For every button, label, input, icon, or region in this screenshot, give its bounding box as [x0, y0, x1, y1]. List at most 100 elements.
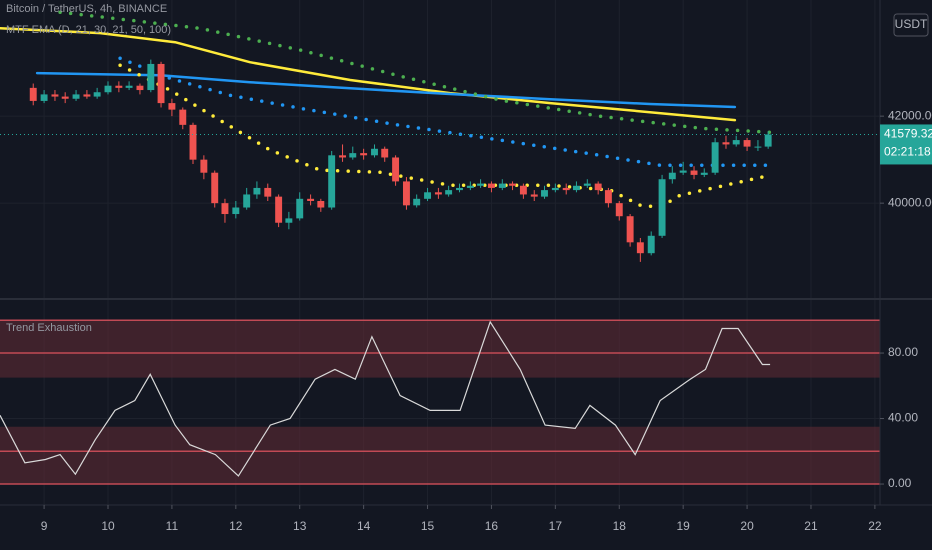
candle-body	[604, 190, 612, 204]
candle-body	[392, 157, 400, 182]
candle-body	[764, 134, 772, 147]
currency-label[interactable]: USDT	[895, 17, 928, 31]
candle-body	[732, 140, 740, 145]
candle-body	[104, 85, 112, 93]
candle-body	[168, 103, 176, 110]
x-tick-label: 10	[101, 519, 115, 533]
x-tick-label: 13	[293, 519, 307, 533]
candle-body	[93, 92, 101, 97]
y-tick-label: 0.00	[888, 476, 912, 490]
x-tick-label: 21	[804, 519, 818, 533]
candle-body	[509, 183, 516, 186]
candle-body	[743, 140, 751, 147]
pane-title: Trend Exhaustion	[6, 322, 92, 334]
x-tick-label: 19	[676, 519, 690, 533]
candle-body	[72, 94, 80, 99]
price-axis-bg	[880, 0, 932, 550]
countdown-label: 02:21:18	[884, 145, 931, 159]
candle-body	[51, 94, 59, 97]
x-tick-label: 18	[613, 519, 627, 533]
candle-body	[636, 242, 644, 254]
candle-body	[264, 187, 272, 197]
candle-body	[136, 85, 144, 91]
candle-body	[466, 185, 474, 188]
last-price-label: 41579.32	[884, 127, 932, 141]
y-tick-label: 40000.00	[888, 195, 932, 209]
candle-body	[562, 187, 570, 191]
candle-body	[147, 63, 155, 91]
background-layer	[0, 0, 880, 505]
candle-body	[328, 155, 336, 208]
x-tick-label: 9	[41, 519, 48, 533]
symbol-title: Bitcoin / TetherUS, 4h, BINANCE	[6, 3, 167, 15]
candle-body	[434, 192, 442, 195]
candle-body	[572, 185, 580, 191]
candle-body	[690, 170, 698, 175]
candle-body	[232, 207, 240, 215]
candle-body	[402, 181, 410, 206]
candle-body	[115, 85, 123, 88]
candle-body	[243, 194, 251, 208]
candle-body	[424, 192, 431, 199]
candle-body	[477, 183, 485, 186]
candle-body	[615, 203, 623, 217]
candle-body	[317, 200, 325, 208]
candle-body	[541, 190, 548, 197]
candle-body	[722, 142, 730, 145]
candle-body	[530, 194, 538, 197]
candle-body	[179, 109, 187, 125]
ema-line	[35, 71, 737, 109]
axis-layer: 40000.00 42000.00 41579.32 02:21:18 0.00 40.0…	[41, 108, 932, 533]
x-tick-label: 12	[229, 519, 243, 533]
candle-body	[61, 96, 69, 99]
candle-body	[658, 179, 666, 236]
candle-body	[754, 146, 762, 148]
x-tick-label: 22	[868, 519, 882, 533]
candle-body	[211, 172, 219, 204]
candle-body	[487, 183, 495, 188]
x-tick-label: 11	[166, 519, 179, 533]
candle-body	[349, 153, 357, 158]
candle-body	[83, 94, 91, 97]
candle-body	[583, 183, 591, 186]
candle-body	[253, 187, 261, 195]
candle-body	[189, 124, 197, 160]
candle-body	[551, 187, 559, 191]
candle-body	[498, 183, 506, 188]
candle-body	[679, 170, 687, 173]
candle-body	[285, 218, 293, 223]
y-tick-label: 80.00	[888, 345, 918, 359]
candle-body	[275, 196, 283, 223]
candle-body	[40, 94, 48, 101]
candle-body	[456, 187, 463, 191]
x-tick-label: 14	[357, 519, 371, 533]
currency-badge[interactable]	[893, 13, 929, 37]
x-tick-label: 15	[421, 519, 435, 533]
candle-body	[157, 63, 165, 104]
indicator-title: MTF EMA (D, 21, 30, 21, 50, 100)	[6, 24, 171, 36]
last-price-badge	[880, 124, 932, 165]
x-tick-label: 17	[549, 519, 563, 533]
candle-body	[668, 172, 676, 180]
ema-dots	[118, 56, 772, 168]
candle-body	[200, 159, 208, 173]
oscillator-line	[0, 320, 771, 477]
ema-dots	[58, 10, 772, 135]
candle-body	[381, 148, 389, 158]
x-tick-label: 16	[485, 519, 499, 533]
zone-band	[0, 426, 880, 485]
ema-line	[0, 27, 737, 122]
y-tick-label: 40.00	[888, 411, 918, 425]
candle-body	[307, 198, 315, 201]
candle-body	[647, 235, 655, 254]
candle-body	[125, 85, 133, 88]
candle-body	[29, 87, 37, 101]
y-tick-label: 42000.00	[888, 108, 932, 122]
candle-body	[626, 216, 634, 243]
candle-body	[360, 153, 368, 156]
candle-body	[371, 148, 378, 156]
candle-body	[445, 190, 453, 195]
x-tick-label: 20	[740, 519, 754, 533]
